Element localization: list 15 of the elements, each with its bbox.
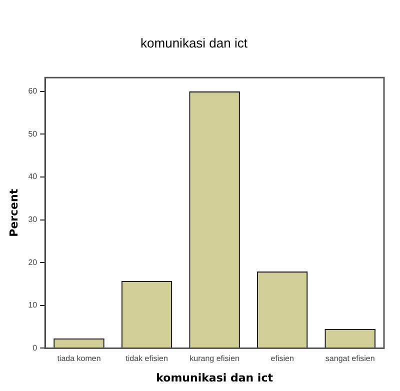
y-tick-label: 50 — [28, 129, 38, 138]
y-tick-label: 60 — [28, 86, 38, 96]
x-tick-label: sangat efisien — [325, 354, 375, 364]
x-tick-label: efisien — [270, 354, 294, 364]
y-axis-title: Percent — [7, 188, 20, 237]
chart-title: komunikasi dan ict — [140, 35, 248, 50]
y-tick-label: 10 — [28, 300, 38, 310]
y-tick-label: 30 — [28, 214, 38, 224]
y-tick-label: 20 — [28, 258, 38, 267]
y-tick-label: 0 — [32, 343, 38, 352]
x-tick-label: tiada komen — [57, 354, 101, 364]
x-tick-label: kurang efisien — [190, 354, 240, 364]
x-tick-label: tidak efisien — [126, 354, 168, 364]
y-tick-label: 40 — [28, 172, 38, 182]
x-axis-title: komunikasi dan ict — [156, 371, 273, 384]
